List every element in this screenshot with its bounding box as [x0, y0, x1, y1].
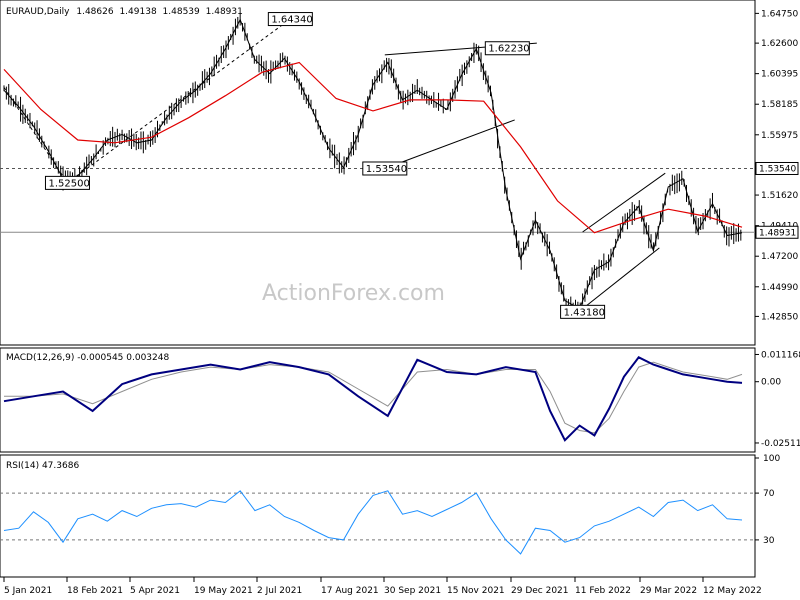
svg-text:1.52500: 1.52500 — [48, 178, 89, 189]
price-annotation: 1.52500 — [44, 175, 90, 190]
svg-text:1.53540: 1.53540 — [759, 164, 796, 174]
price-close-line — [3, 18, 743, 310]
price-annotation: 1.43180 — [560, 304, 606, 319]
x-axis-tick: 29 Mar 2022 — [640, 586, 697, 596]
x-axis-tick: 30 Sep 2021 — [384, 586, 441, 596]
price-axis-tick: 1.42850 — [761, 312, 798, 322]
price-pane: ActionForex.com 1.64340 1.62230 1.52500 1.5… — [0, 0, 756, 346]
price-axis-tick: 1.60395 — [761, 70, 798, 80]
x-axis-tick: 17 Aug 2021 — [321, 586, 379, 596]
trendline — [582, 172, 666, 233]
rsi-title: RSI(14) 47.3686 — [6, 461, 79, 471]
x-axis-tick: 5 Apr 2021 — [130, 586, 180, 596]
macd-line — [3, 356, 743, 442]
price-axis-tick: 1.47200 — [761, 252, 798, 262]
moving-average-line — [3, 61, 743, 234]
x-axis-tick: 2 Jul 2021 — [257, 586, 302, 596]
rsi-axis-tick: 30 — [763, 536, 775, 546]
rsi-axis-tick: 70 — [763, 489, 775, 499]
trendline — [384, 119, 515, 169]
x-axis-tick: 5 Jan 2021 — [4, 586, 52, 596]
macd-title: MACD(12,26,9) -0.000545 0.003248 — [6, 353, 169, 363]
x-axis-tick: 19 May 2021 — [194, 586, 253, 596]
price-axis-tick: 1.64750 — [761, 9, 798, 19]
macd-axis-tick: 0.011168 — [761, 350, 800, 360]
x-axis-tick: 12 May 2022 — [703, 586, 762, 596]
price-axis-tag: 1.48931 — [755, 225, 799, 239]
trendline — [3, 87, 68, 184]
svg-text:1.48931: 1.48931 — [759, 228, 796, 238]
price-annotation: 1.53540 — [362, 161, 408, 176]
svg-text:1.43180: 1.43180 — [564, 307, 605, 318]
rsi-axis-tick: 100 — [763, 454, 780, 464]
price-annotation: 1.62230 — [484, 41, 530, 56]
macd-y-axis: 0.011168 0.00 -0.025117 — [755, 350, 800, 449]
price-title: EURAUD,Daily 1.48626 1.49138 1.48539 1.4… — [6, 7, 243, 17]
price-axis-tag: 1.53540 — [755, 161, 799, 175]
macd-pane: MACD(12,26,9) -0.000545 0.003248 — [0, 347, 756, 453]
price-axis-tick: 1.55975 — [761, 131, 798, 141]
x-axis-tick: 15 Nov 2021 — [447, 586, 505, 596]
rsi-pane: RSI(14) 47.3686 — [0, 454, 756, 578]
price-axis-tick: 1.51620 — [761, 191, 798, 201]
svg-text:1.64340: 1.64340 — [271, 15, 312, 26]
x-axis-tick: 18 Feb 2021 — [67, 586, 123, 596]
trendline — [582, 247, 660, 310]
x-axis-tick: 29 Dec 2021 — [511, 586, 569, 596]
x-axis: 5 Jan 2021 18 Feb 2021 5 Apr 2021 19 May 20… — [3, 577, 762, 596]
price-annotation: 1.64340 — [267, 12, 313, 27]
svg-text:1.62230: 1.62230 — [488, 44, 529, 55]
price-axis-tick: 1.62600 — [761, 39, 798, 49]
svg-text:1.53540: 1.53540 — [366, 164, 407, 175]
macd-axis-tick: -0.025117 — [761, 439, 800, 449]
price-axis-tick: 1.44990 — [761, 283, 798, 293]
watermark: ActionForex.com — [262, 281, 445, 306]
price-axis-tick: 1.58185 — [761, 100, 798, 110]
x-axis-tick: 11 Feb 2022 — [575, 586, 631, 596]
rsi-line — [3, 490, 743, 555]
rsi-y-axis: 100 70 30 — [755, 454, 780, 546]
macd-axis-tick: 0.00 — [761, 378, 781, 388]
price-y-axis: 1.64750 1.62600 1.60395 1.58185 1.55975 1.516… — [755, 9, 799, 322]
